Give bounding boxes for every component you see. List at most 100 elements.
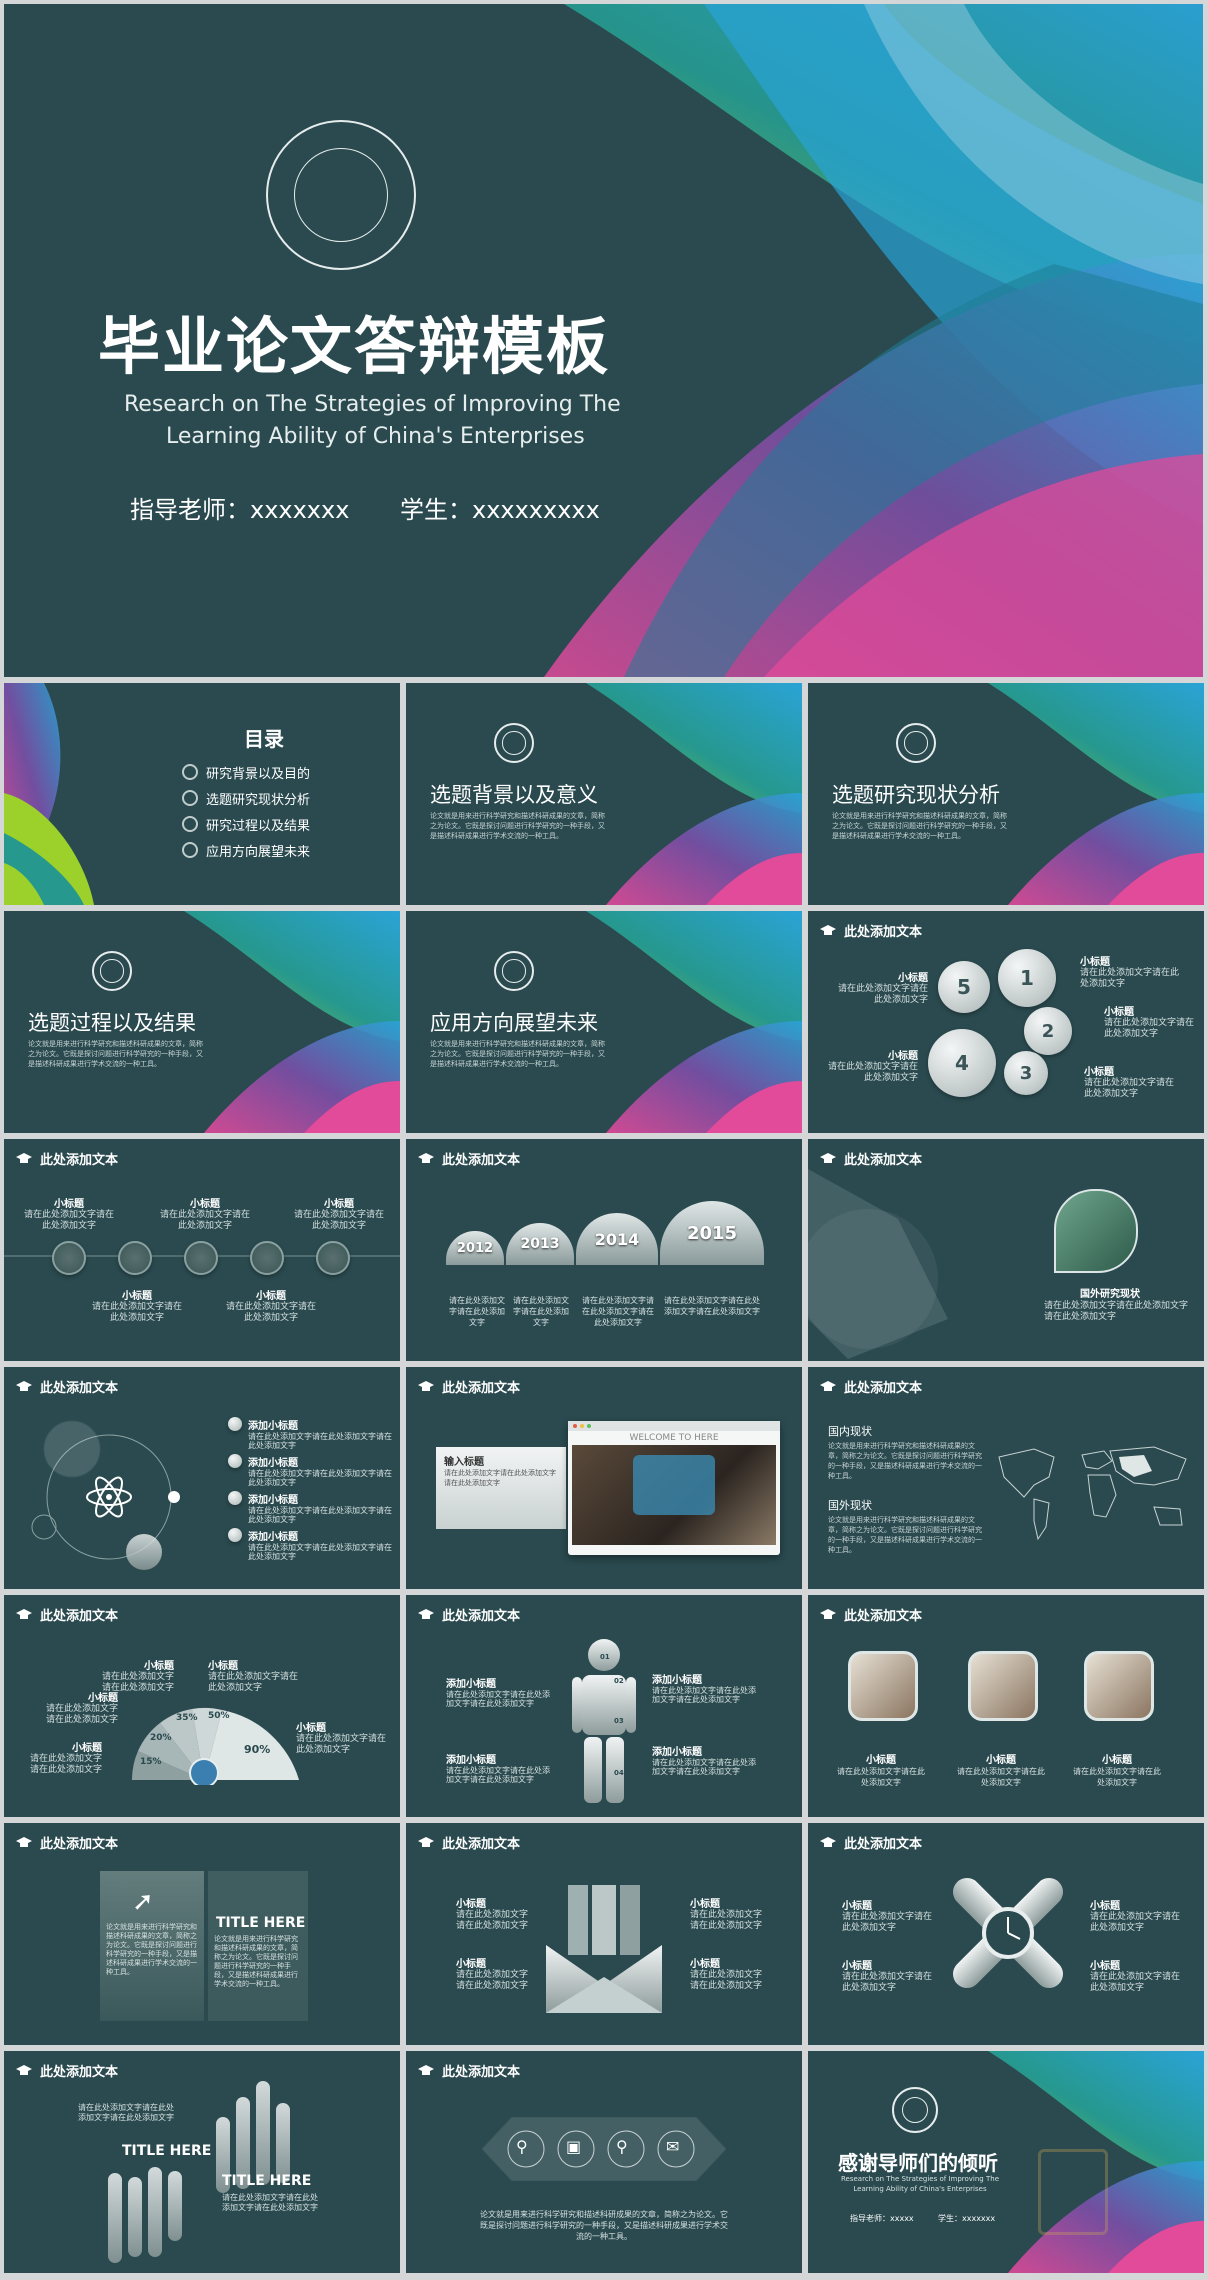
envelope-label: 小标题 请在此处添加文字请在此处添加文字 xyxy=(690,1959,763,1991)
slide-header: 此处添加文本 xyxy=(16,1605,118,1624)
timeline-label: 小标题 请在此处添加文字请在此处添加文字 xyxy=(294,1199,385,1231)
bars-slide[interactable]: 此处添加文本 请在此处添加文字请在此处添加文字请在此处添加文字 TITLE HE… xyxy=(4,2051,400,2273)
university-emblem xyxy=(92,951,132,991)
slide-header: 此处添加文本 xyxy=(16,1149,118,1168)
fan-chart-slide[interactable]: 此处添加文本 15% 20% 35% 50% 90% 小标题 请在此处添加文字请在… xyxy=(4,1595,400,1817)
timeline-node xyxy=(250,1241,284,1275)
body-label: 添加小标题 请在此处添加文字请在此处添加文字请在此处添加文字 xyxy=(652,1675,756,1704)
browser-slide[interactable]: 此处添加文本 输入标题 请在此处添加文字请在此处添加文字请在此处添加文字 WEL… xyxy=(406,1367,802,1589)
clock-x-slide[interactable]: 此处添加文本 小标题 请在此处添加文字请在此处添加文字 小标题 请在此处添加文字请在… xyxy=(808,1823,1204,2045)
clock-label: 小标题 请在此处添加文字请在此处添加文字 xyxy=(1090,1961,1181,1993)
thanks-line2: Learning Ability of China's Enterprises xyxy=(853,2185,987,2193)
photo-label: 小标题 请在此处添加文字请在此处添加文字 xyxy=(1073,1755,1161,1787)
university-emblem xyxy=(494,723,534,763)
toc-item[interactable]: 应用方向展望未来 xyxy=(182,837,310,863)
section-slide-1[interactable]: 选题背景以及意义 论文就是用来进行科学研究和描述科研成果的文章，简称之为论文。它… xyxy=(406,683,802,905)
toc-item[interactable]: 选题研究现状分析 xyxy=(182,785,310,811)
arrow-panel-slide[interactable]: 此处添加文本 ➚ 论文就是用来进行科学研究和描述科研成果的文章，简称之为论文。它… xyxy=(4,1823,400,2045)
body-figure-slide[interactable]: 此处添加文本 01 02 03 04 添加小标题 请在此处添加文字请在此处添加文字… xyxy=(406,1595,802,1817)
year-dome: 2013 xyxy=(506,1223,574,1265)
years-slide[interactable]: 此处添加文本 2012 2013 2014 2015 请在此处添加文字请在此处添… xyxy=(406,1139,802,1361)
toc-item[interactable]: 研究过程以及结果 xyxy=(182,811,310,837)
thanks-swoosh-graphic xyxy=(808,2051,1204,2273)
icons-ribbon-slide[interactable]: 此处添加文本 ⚲ ▣ ⚲ ✉ 论文就是用来进行科学研究和描述科研成果的文章，简称… xyxy=(406,2051,802,2273)
abroad-body: 论文就是用来进行科学研究和描述科研成果的文章，简称之为论文。它既是探讨问题进行科… xyxy=(828,1516,982,1554)
cover-subtitle-line1: Research on The Strategies of Improving … xyxy=(124,392,621,417)
cover-student: 学生：xxxxxxxxx xyxy=(400,496,600,524)
petal-circle-3: 3 xyxy=(1004,1051,1048,1095)
toc-swoosh-graphic xyxy=(4,683,400,905)
petal-label: 小标题 请在此处添加文字请在此处添加文字 xyxy=(838,973,929,1005)
watermark-logo xyxy=(1038,2149,1108,2235)
section-slide-3[interactable]: 选题过程以及结果 论文就是用来进行科学研究和描述科研成果的文章，简称之为论文。它… xyxy=(4,911,400,1133)
foreign-status-title: 国外研究现状 xyxy=(1080,1289,1140,1300)
slide-header: 此处添加文本 xyxy=(820,1149,922,1168)
toc-item-label: 研究过程以及结果 xyxy=(206,818,311,834)
timeline-label: 小标题 请在此处添加文字请在此处添加文字 xyxy=(226,1291,317,1323)
graduation-cap-icon xyxy=(16,1381,32,1391)
photo-label: 小标题 请在此处添加文字请在此处添加文字 xyxy=(837,1755,925,1787)
year-caption: 请在此处添加文字请在此处添加文字请在此处添加文字 xyxy=(664,1296,760,1316)
world-map-slide[interactable]: 此处添加文本 国内现状 论文就是用来进行科学研究和描述科研成果的文章，简称之为论… xyxy=(808,1367,1204,1589)
fan-pct: 50% xyxy=(208,1711,230,1721)
timeline-node xyxy=(52,1241,86,1275)
cover-title: 毕业论文答辩模板 xyxy=(98,310,611,383)
fan-label: 小标题 请在此处添加文字请在此处添加文字 xyxy=(208,1661,299,1693)
toc-list: 研究背景以及目的 选题研究现状分析 研究过程以及结果 应用方向展望未来 xyxy=(182,759,310,863)
fan-label: 小标题 请在此处添加文字请在此处添加文字 xyxy=(45,1693,118,1725)
body-number: 02 xyxy=(614,1677,624,1685)
search-icon: ⚲ xyxy=(616,2137,628,2156)
section-title: 选题研究现状分析 xyxy=(832,783,1000,807)
translucent-shapes xyxy=(808,1169,948,1359)
timeline-label: 小标题 请在此处添加文字请在此处添加文字 xyxy=(24,1199,115,1231)
petal-label: 小标题 请在此处添加文字请在此处添加文字 xyxy=(828,1051,919,1083)
cover-slide[interactable]: 毕业论文答辩模板 Research on The Strategies of I… xyxy=(4,4,1203,677)
cover-advisor: 指导老师：xxxxxxx xyxy=(130,496,350,524)
year-caption: 请在此处添加文字请在此处添加文字 xyxy=(513,1296,569,1327)
slide-header: 此处添加文本 xyxy=(418,1605,520,1624)
toc-slide[interactable]: 目录 研究背景以及目的 选题研究现状分析 研究过程以及结果 应用方向展望未来 xyxy=(4,683,400,905)
photo-label: 小标题 请在此处添加文字请在此处添加文字 xyxy=(957,1755,1045,1787)
graduation-cap-icon xyxy=(418,1153,434,1163)
toc-item[interactable]: 研究背景以及目的 xyxy=(182,759,310,785)
graduation-cap-icon xyxy=(820,1837,836,1847)
petal-label: 小标题 请在此处添加文字请在此处添加文字 xyxy=(1080,957,1180,989)
body-label: 添加小标题 请在此处添加文字请在此处添加文字请在此处添加文字 xyxy=(446,1755,550,1784)
image-icon: ▣ xyxy=(566,2137,582,2156)
clock-x-graphic xyxy=(952,1877,1064,1989)
bars-title: TITLE HERE xyxy=(122,2143,212,2159)
slide-header: 此处添加文本 xyxy=(820,921,922,940)
envelope-slide[interactable]: 此处添加文本 小标题 请在此处添加文字请在此处添加文字 小标题 请在此处添加文字请在… xyxy=(406,1823,802,2045)
year-dome: 2015 xyxy=(660,1201,764,1265)
year-caption: 请在此处添加文字请在此处添加文字 xyxy=(449,1296,505,1327)
panel-title: TITLE HERE xyxy=(216,1915,306,1931)
thanks-slide[interactable]: 感谢导师们的倾听 Research on The Strategies of I… xyxy=(808,2051,1204,2273)
thanks-advisor: 指导老师：xxxxx xyxy=(850,2214,914,2223)
section-slide-2[interactable]: 选题研究现状分析 论文就是用来进行科学研究和描述科研成果的文章，简称之为论文。它… xyxy=(808,683,1204,905)
section-slide-4[interactable]: 应用方向展望未来 论文就是用来进行科学研究和描述科研成果的文章，简称之为论文。它… xyxy=(406,911,802,1133)
clock-label: 小标题 请在此处添加文字请在此处添加文字 xyxy=(842,1961,933,1993)
university-emblem xyxy=(494,951,534,991)
graduation-cap-icon xyxy=(16,2065,32,2075)
atom-slide[interactable]: 此处添加文本 添加小标题 请在此处添加文字请在此处添加文字请在此处添加文字 添加小… xyxy=(4,1367,400,1589)
foreign-research-slide[interactable]: 此处添加文本 国外研究现状 请在此处添加文字请在此处添加文字请在此处添加文字 xyxy=(808,1139,1204,1361)
petal-diagram-slide[interactable]: 此处添加文本 5 1 2 3 4 小标题 请在此处添加文字请在此处添加文字 小标题… xyxy=(808,911,1204,1133)
petal-circle-5: 5 xyxy=(938,961,990,1013)
envelope-graphic xyxy=(546,1885,662,2013)
graduation-cap-icon xyxy=(820,925,836,935)
fan-label: 小标题 请在此处添加文字请在此处添加文字 xyxy=(101,1661,174,1693)
photos-slide[interactable]: 此处添加文本 小标题 请在此处添加文字请在此处添加文字 小标题 请在此处添加文字请在… xyxy=(808,1595,1204,1817)
graduation-cap-icon xyxy=(820,1609,836,1619)
slide-header: 此处添加文本 xyxy=(16,1377,118,1396)
atom-orbit-diagram xyxy=(31,1420,180,1570)
fan-pct: 15% xyxy=(140,1757,162,1767)
left-panel xyxy=(100,1871,204,2021)
abroad-title: 国外现状 xyxy=(828,1499,872,1512)
slide-header: 此处添加文本 xyxy=(418,2061,520,2080)
slide-header: 此处添加文本 xyxy=(418,1377,520,1396)
left-panel-text: 论文就是用来进行科学研究和描述科研成果的文章，简称之为论文。它既是探讨问题进行科… xyxy=(106,1923,197,1976)
section-paragraph: 论文就是用来进行科学研究和描述科研成果的文章，简称之为论文。它既是探讨问题进行科… xyxy=(430,812,605,840)
section-title: 应用方向展望未来 xyxy=(430,1011,598,1035)
timeline-slide[interactable]: 此处添加文本 小标题 请在此处添加文字请在此处添加文字 小标题 请在此处添加文字请在… xyxy=(4,1139,400,1361)
graduation-cap-icon xyxy=(418,1837,434,1847)
